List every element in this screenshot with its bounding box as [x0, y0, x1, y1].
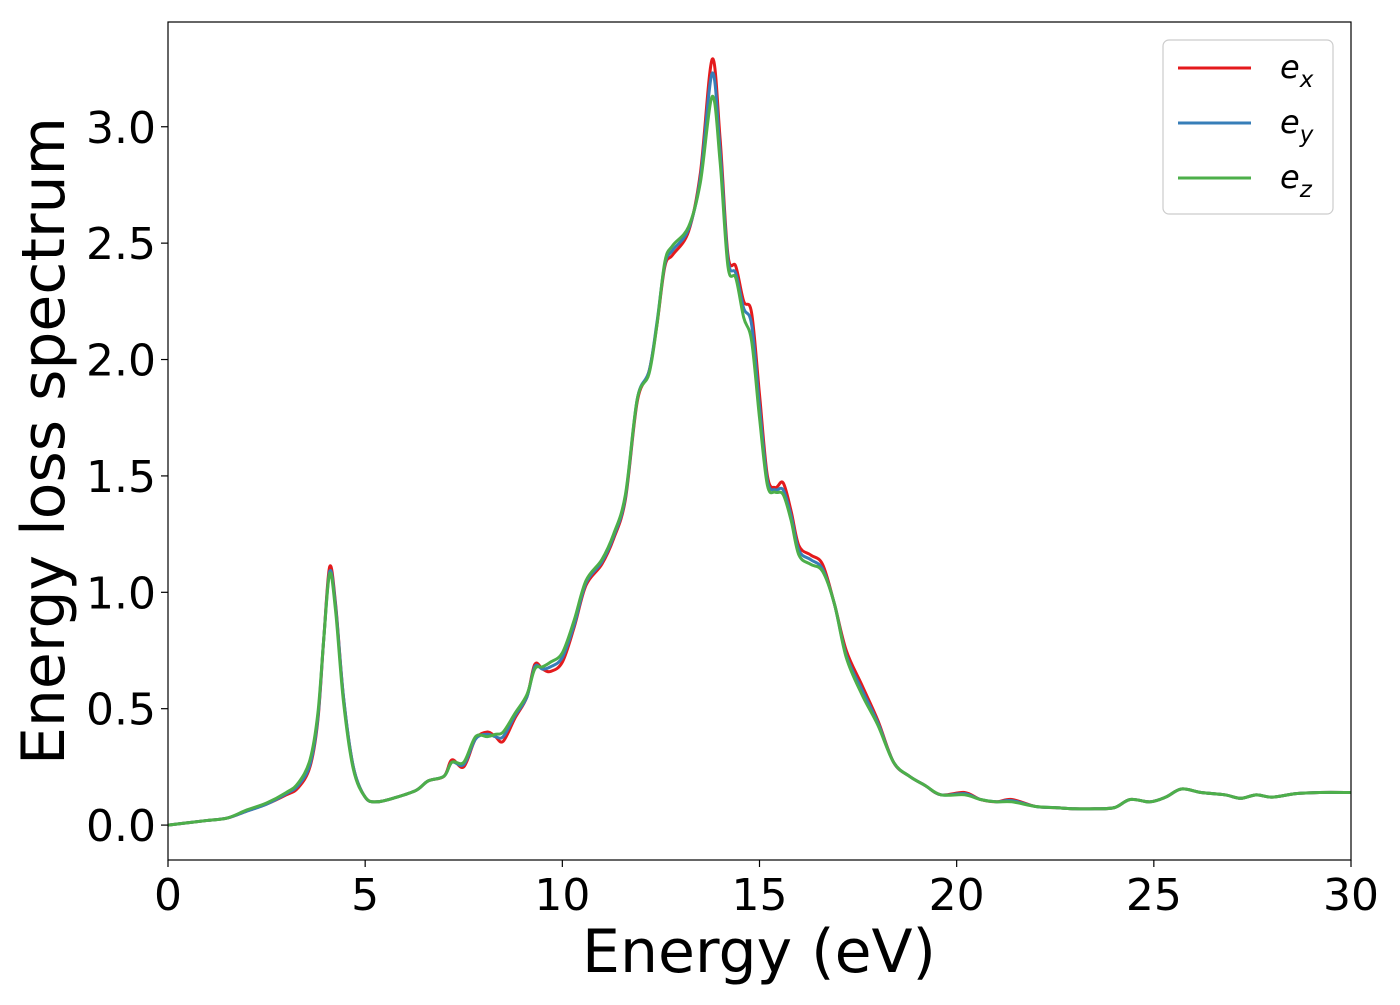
ticks-layer: 0 5 10 15 20 25 30 0.0 0.5 1.0 1.5 2.0 2.5 3.0	[86, 103, 1379, 921]
series-layer	[168, 57, 1351, 827]
y-tick-label: 2.0	[86, 336, 156, 387]
y-tick-label: 0.5	[86, 685, 156, 736]
x-tick-label: 10	[534, 870, 590, 921]
x-tick-label: 20	[929, 870, 985, 921]
x-tick-label: 15	[732, 870, 788, 921]
x-axis-label: Energy (eV)	[582, 917, 936, 987]
x-tick-label: 25	[1126, 870, 1182, 921]
y-tick-label: 1.0	[86, 568, 156, 619]
x-tick-label: 5	[351, 870, 379, 921]
y-tick-label: 0.0	[86, 801, 156, 852]
y-tick-label: 2.5	[86, 219, 156, 270]
y-tick-label: 3.0	[86, 103, 156, 154]
y-tick-label: 1.5	[86, 452, 156, 503]
x-tick-label: 0	[154, 870, 182, 921]
legend-box	[1162, 39, 1334, 215]
x-tick-label: 30	[1323, 870, 1379, 921]
series-line-e-z	[168, 94, 1351, 827]
y-axis-label: Energy loss spectrum	[9, 117, 79, 765]
